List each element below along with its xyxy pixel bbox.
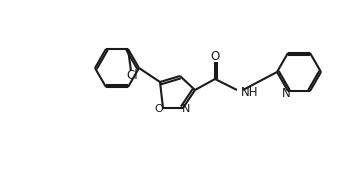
Text: NH: NH (241, 86, 258, 98)
Text: Cl: Cl (126, 69, 138, 82)
Text: N: N (182, 104, 190, 114)
Text: O: O (210, 50, 220, 63)
Text: O: O (155, 104, 163, 114)
Text: N: N (281, 87, 290, 100)
